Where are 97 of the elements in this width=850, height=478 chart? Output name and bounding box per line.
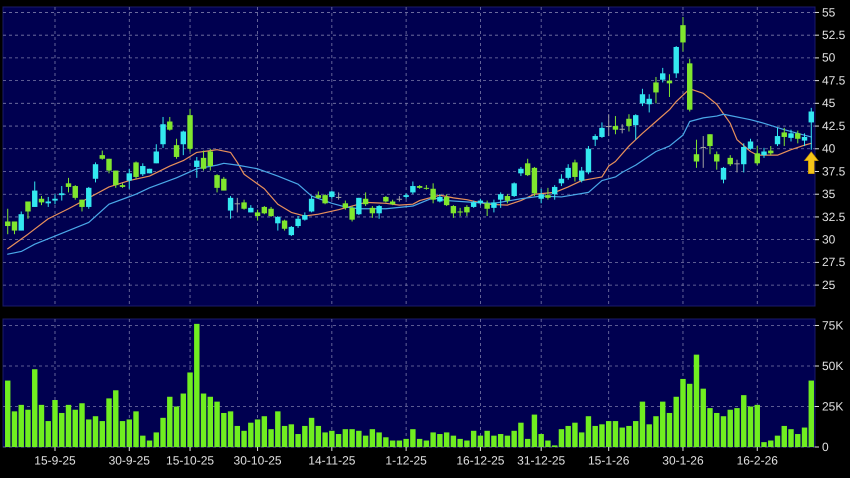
y-tick-label: 40 [822,142,836,156]
candlestick [133,161,139,180]
candlestick [565,164,571,180]
candlestick [633,114,638,140]
y-tick-label: 42.5 [822,118,846,133]
y-tick-label: 52.5 [822,28,846,42]
candlestick [444,194,450,207]
candlestick [714,151,720,170]
x-tick-label: 15-10-25 [166,454,214,468]
candlestick [768,146,774,156]
candlestick [788,129,794,142]
x-tick-label: 1-12-25 [385,454,428,468]
candlestick [25,200,31,220]
candlestick [282,219,288,232]
candlestick [680,16,686,52]
candlestick [288,226,294,237]
candlestick [356,197,362,216]
candlestick [653,76,659,104]
candlestick [782,127,787,147]
candlestick [106,158,112,174]
candlestick [18,210,24,232]
x-tick-label: 30-10-25 [234,454,282,468]
y-tick-label: 50K [822,358,844,373]
candlestick [606,114,612,137]
candlestick [545,187,551,200]
candlestick [32,180,38,208]
y-tick-label: 50 [822,50,836,65]
line-series [7,114,812,255]
y-tick-label: 27.5 [822,255,846,270]
candlestick [666,74,672,98]
candlestick [504,194,510,204]
candlestick [160,116,166,148]
candlestick [620,124,625,134]
x-tick-label: 16-2-26 [736,454,778,468]
y-tick-label: 30 [822,232,836,246]
y-tick-label: 55 [822,5,836,20]
candlestick [558,174,564,187]
candlestick [370,206,376,218]
y-tick-label: 75K [822,318,844,332]
candlestick [100,150,105,160]
candlestick [511,182,517,198]
candlestick [498,192,504,208]
candlestick [180,130,186,156]
candlestick [86,186,92,210]
y-tick-label: 0 [822,440,829,454]
candlestick [552,184,558,200]
y-tick-label: 32.5 [822,210,846,224]
x-tick-label: 14-11-25 [308,454,356,468]
candlestick [308,196,314,213]
candlestick [342,200,348,210]
candlestick [46,196,51,208]
x-tick-label: 15-9-25 [34,454,76,468]
candlestick [694,139,700,168]
candlestick [362,192,368,207]
candlestick [410,180,416,195]
candlestick [241,199,247,210]
candlestick [234,197,240,213]
candlestick [660,67,666,83]
y-tick-label: 47.5 [822,73,846,88]
candlestick [484,200,490,217]
candlestick [79,199,85,212]
x-tick-label: 15-1-26 [588,454,630,468]
candlestick [154,144,159,164]
candlestick [349,206,355,222]
y-tick-label: 37.5 [822,164,846,178]
x-tick-label: 30-9-25 [108,454,150,468]
candlestick [167,116,172,132]
y-tick-label: 35 [822,187,836,202]
candlestick [275,216,281,232]
candlestick [795,130,800,144]
candlestick [707,134,713,155]
line-series [7,88,812,250]
candlestick [126,168,132,190]
candlestick [491,199,497,213]
candlestick [720,166,726,184]
candlestick [376,204,382,220]
y-tick-label: 45 [822,96,836,110]
candlestick [174,138,180,160]
x-tick-label: 31-12-25 [517,454,566,468]
x-tick-label: 30-1-26 [662,454,704,468]
candlestick [572,159,578,182]
y-tick-label: 25K [822,399,844,414]
candlestick [700,136,706,168]
candlestick [518,166,524,177]
candlestick [734,159,740,173]
candlestick [808,107,814,150]
candlestick [92,162,98,183]
candlestick [728,154,733,167]
candlestick [194,156,200,178]
candlestick [538,188,544,204]
x-tick-label: 16-12-25 [456,454,505,468]
candlestick [754,146,760,166]
candlestick [430,182,436,204]
candlestick [228,196,234,220]
candlestick [113,170,118,188]
y-tick-label: 25 [822,278,836,292]
candlestick [774,127,780,147]
